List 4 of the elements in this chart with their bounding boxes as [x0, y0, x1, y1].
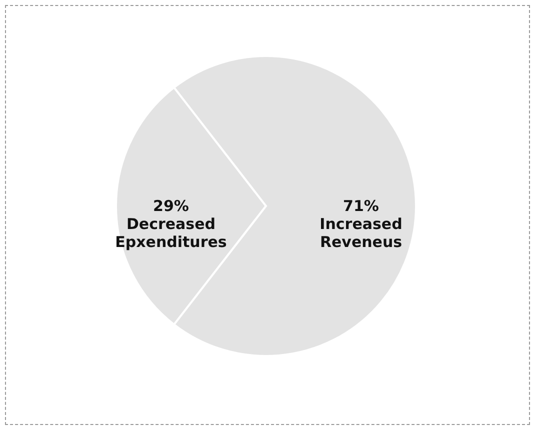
slice-label: Decreased Epxenditures — [115, 215, 227, 251]
slice-label: Increased Reveneus — [320, 215, 402, 251]
data-label: 29% — [153, 197, 189, 215]
data-label: 71% — [343, 197, 379, 215]
